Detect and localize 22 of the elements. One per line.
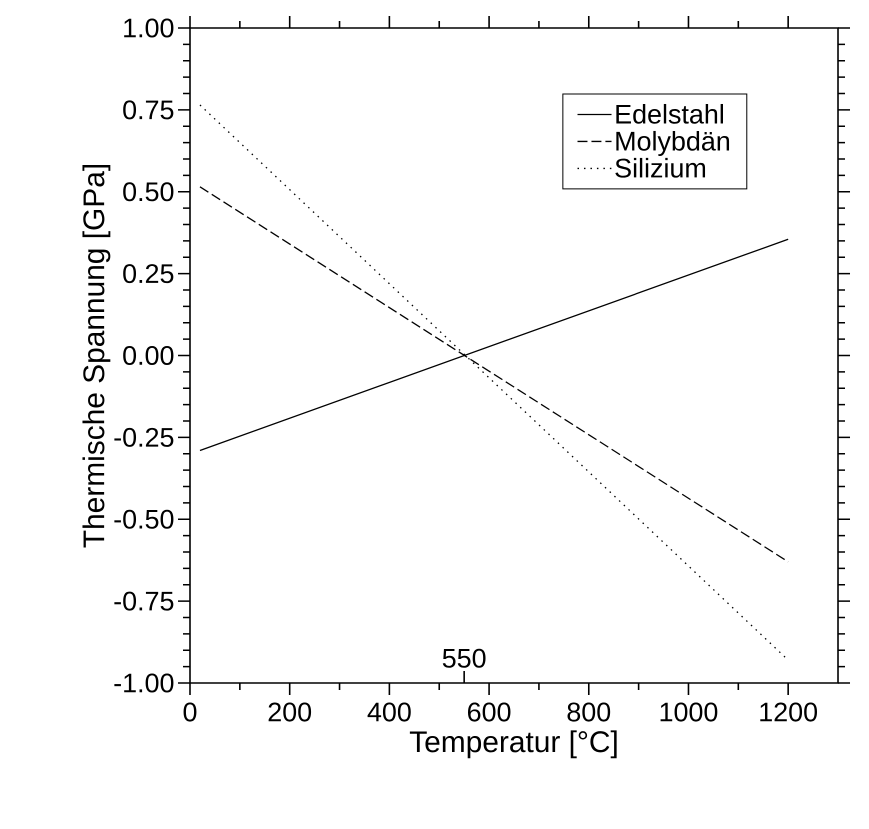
ref-line-label: 550	[442, 648, 486, 668]
y-axis-title: Thermische Spannung [GPa]	[82, 164, 110, 548]
y-tick-label: 0.75	[123, 100, 174, 120]
x-tick-label: 1200	[760, 702, 818, 722]
y-tick-label: 0.25	[123, 264, 174, 284]
x-tick-label: 800	[568, 702, 610, 722]
y-tick-label: 0.50	[123, 182, 174, 202]
x-tick-label: 0	[184, 702, 196, 722]
y-tick-label: -1.00	[114, 673, 174, 693]
x-tick-label: 400	[368, 702, 411, 722]
legend-label: Silizium	[615, 158, 706, 178]
y-tick-label: -0.50	[114, 510, 174, 529]
x-axis-title: Temperatur [°C]	[410, 730, 617, 758]
y-tick-label: 0.00	[123, 346, 174, 366]
y-tick-label: -0.75	[114, 592, 174, 611]
legend-label: Molybdän	[616, 130, 730, 156]
x-tick-label: 1000	[660, 702, 718, 722]
y-tick-label: -0.25	[114, 428, 174, 447]
x-tick-label: 600	[468, 702, 510, 722]
y-tick-label: 1.00	[124, 18, 174, 38]
x-tick-label: 200	[268, 702, 312, 722]
legend-label: Edelstahl	[616, 104, 723, 124]
